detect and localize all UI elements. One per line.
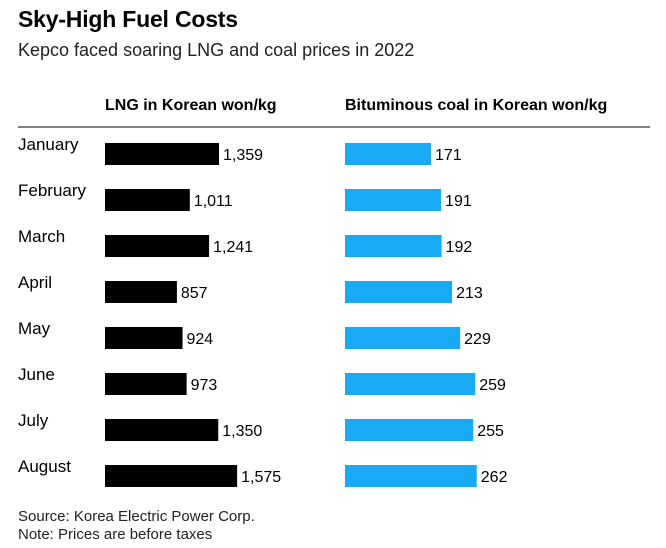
lng-value-label: 1,575 bbox=[241, 469, 281, 486]
month-label: May bbox=[18, 319, 51, 338]
lng-bar bbox=[105, 189, 190, 211]
coal-value-label: 192 bbox=[446, 239, 473, 256]
coal-bar bbox=[345, 465, 477, 487]
coal-value-label: 262 bbox=[481, 469, 508, 486]
lng-value-label: 1,241 bbox=[213, 239, 253, 256]
coal-bar bbox=[345, 419, 474, 441]
month-label: April bbox=[18, 273, 52, 292]
month-label: January bbox=[18, 135, 79, 154]
source-note: Source: Korea Electric Power Corp. bbox=[18, 508, 255, 525]
lng-value-label: 1,011 bbox=[194, 193, 233, 210]
coal-series-header: Bituminous coal in Korean won/kg bbox=[345, 97, 607, 114]
lng-value-label: 924 bbox=[187, 331, 214, 348]
coal-value-label: 259 bbox=[479, 377, 506, 394]
lng-bar bbox=[105, 143, 219, 165]
coal-value-label: 255 bbox=[477, 423, 504, 440]
lng-bar bbox=[105, 235, 210, 257]
coal-value-label: 229 bbox=[464, 331, 491, 348]
month-label: March bbox=[18, 227, 65, 246]
footnote: Note: Prices are before taxes bbox=[18, 526, 213, 543]
coal-value-label: 191 bbox=[445, 193, 472, 210]
coal-bar bbox=[345, 327, 461, 349]
coal-bar bbox=[345, 281, 453, 303]
lng-bar bbox=[105, 327, 183, 349]
coal-bar bbox=[345, 143, 431, 165]
lng-value-label: 1,359 bbox=[223, 147, 263, 164]
chart-subtitle: Kepco faced soaring LNG and coal prices … bbox=[18, 40, 415, 60]
coal-value-label: 213 bbox=[456, 285, 483, 302]
lng-bar bbox=[105, 419, 219, 441]
lng-bar bbox=[105, 465, 238, 487]
lng-series-header: LNG in Korean won/kg bbox=[105, 97, 277, 114]
month-label: February bbox=[18, 181, 87, 200]
coal-bar bbox=[345, 235, 442, 257]
coal-value-label: 171 bbox=[435, 147, 462, 164]
lng-bar bbox=[105, 373, 187, 395]
month-label: August bbox=[18, 457, 71, 476]
coal-bar bbox=[345, 189, 442, 211]
lng-value-label: 973 bbox=[191, 377, 218, 394]
lng-value-label: 1,350 bbox=[222, 423, 262, 440]
lng-bar bbox=[105, 281, 177, 303]
chart-title: Sky-High Fuel Costs bbox=[18, 6, 238, 32]
lng-value-label: 857 bbox=[181, 285, 208, 302]
month-label: June bbox=[18, 365, 55, 384]
month-label: July bbox=[18, 411, 49, 430]
coal-bar bbox=[345, 373, 476, 395]
